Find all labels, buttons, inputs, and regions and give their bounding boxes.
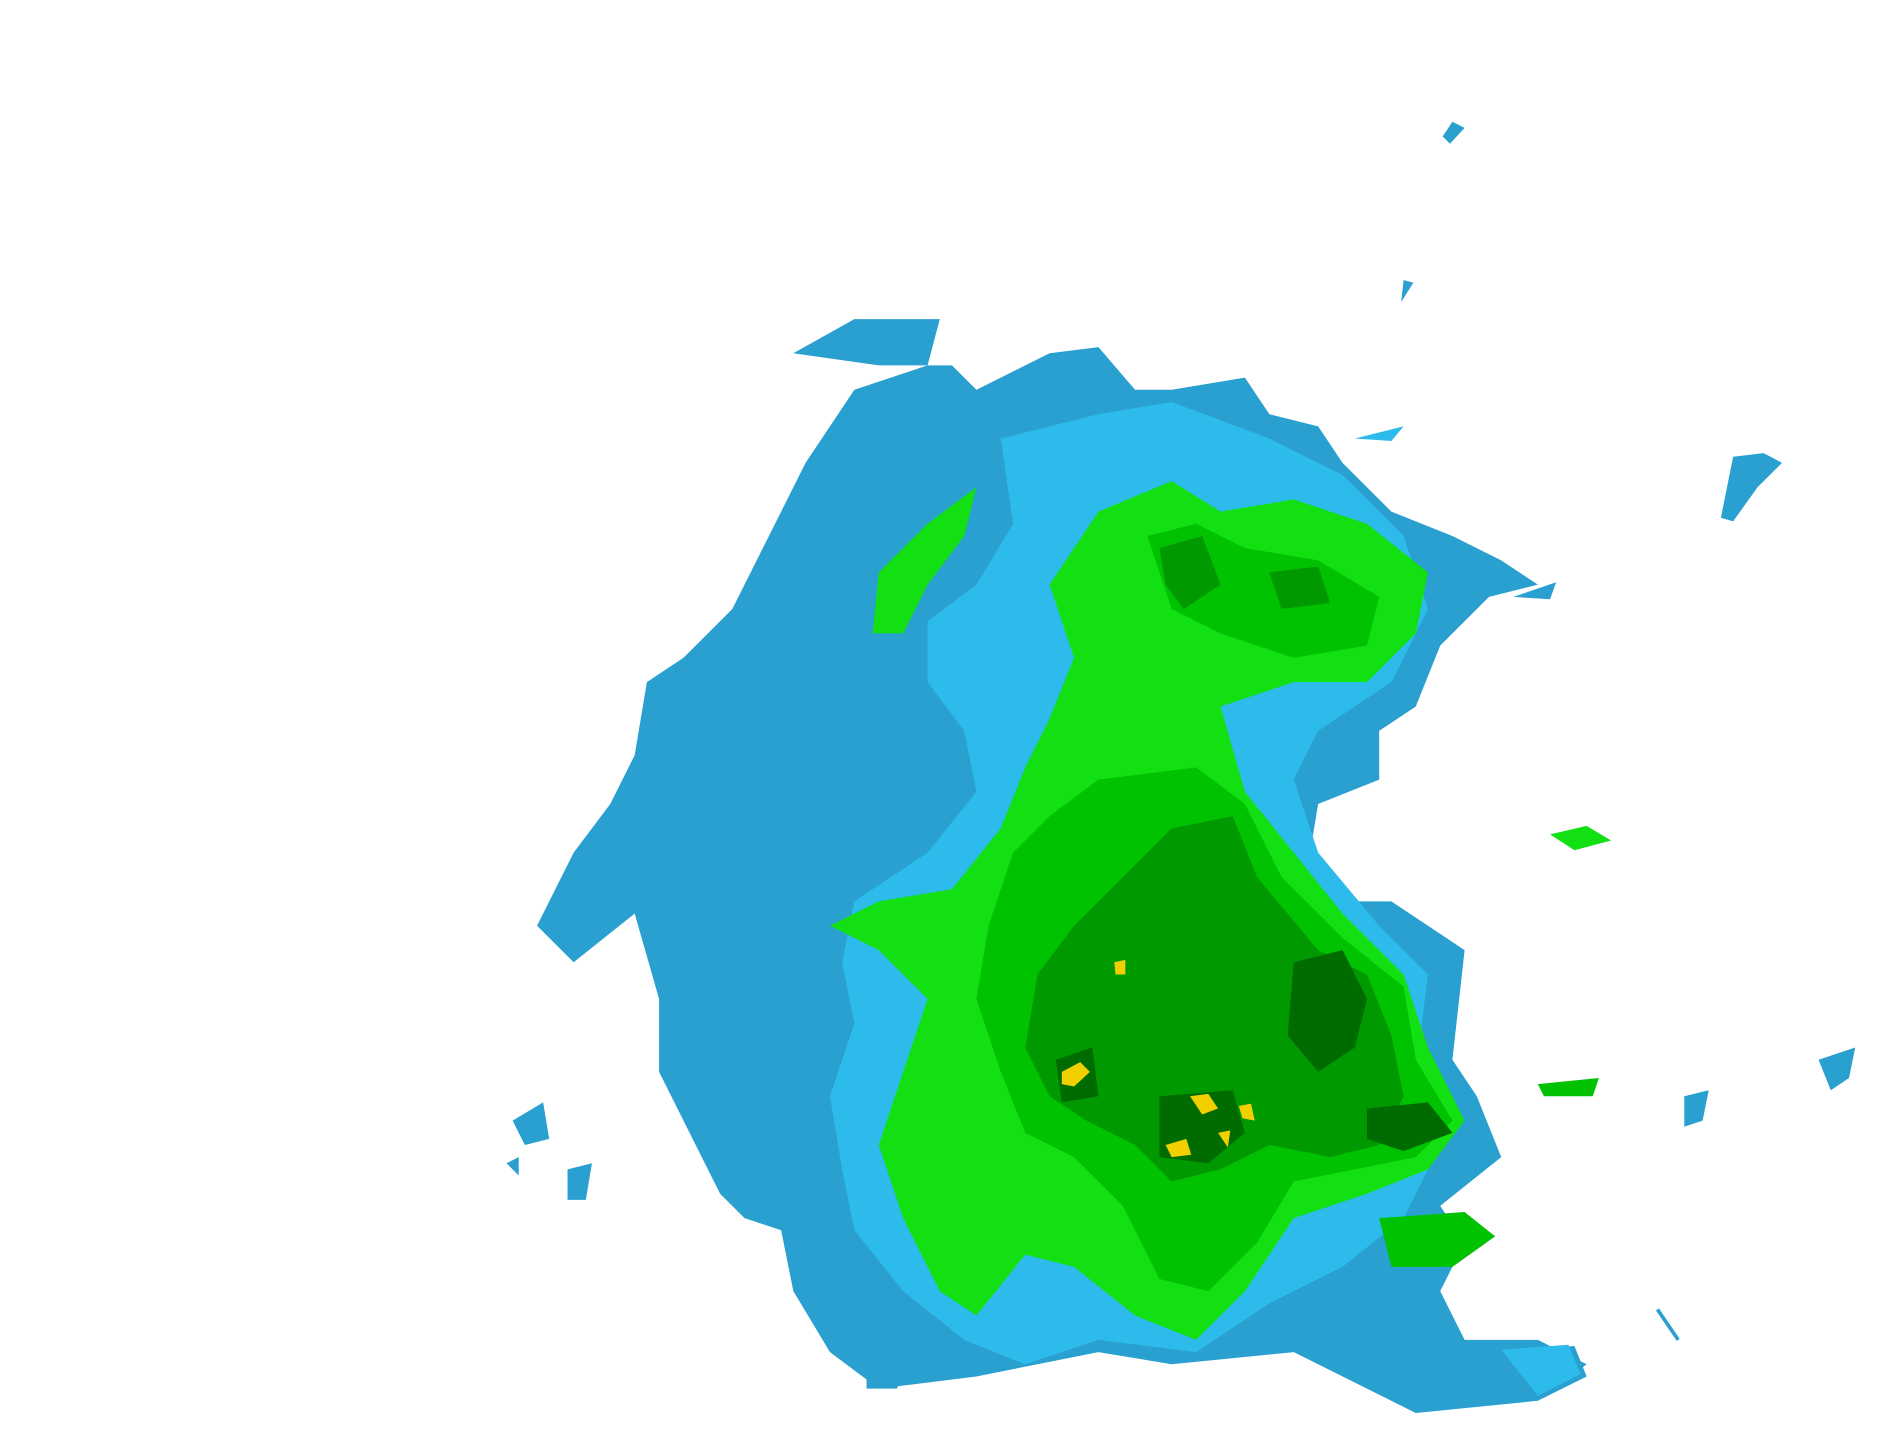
echo-yellow	[1061, 959, 1255, 1158]
echo-dark-green	[1025, 535, 1404, 1182]
echo-deep-green	[1055, 950, 1453, 1164]
echo-streak	[1655, 1308, 1680, 1341]
